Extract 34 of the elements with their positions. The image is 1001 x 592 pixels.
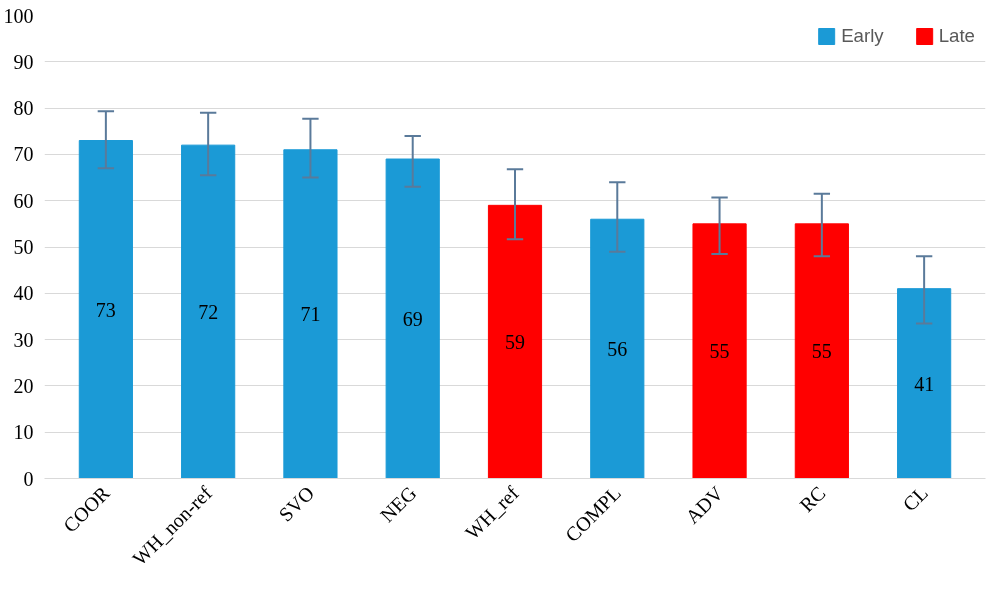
y-tick-label: 10: [13, 421, 34, 444]
y-tick-label: 50: [13, 236, 34, 258]
bar: [590, 218, 645, 479]
y-tick-label: 40: [13, 282, 34, 305]
bar: [78, 140, 133, 479]
data-label: 59: [505, 330, 525, 353]
legend-label: Early: [841, 25, 884, 47]
x-tick-label: CL: [898, 481, 932, 516]
data-label: 69: [402, 307, 423, 330]
data-label: 56: [607, 337, 628, 360]
y-tick-label: 70: [13, 143, 34, 166]
y-tick-label: 20: [13, 374, 34, 397]
bar: [283, 149, 338, 479]
bar: [385, 158, 440, 479]
y-tick-label: 30: [13, 328, 34, 351]
y-tick-label: 80: [13, 97, 34, 120]
data-label: 55: [811, 340, 832, 363]
data-label: 71: [300, 303, 321, 326]
bar: [794, 223, 849, 479]
x-tick-label: RC: [795, 481, 830, 517]
data-label: 73: [95, 298, 116, 321]
data-label: 41: [914, 372, 935, 395]
legend-label: Late: [938, 25, 975, 47]
y-tick-label: 100: [3, 4, 34, 27]
x-tick-label: SVO: [274, 481, 319, 526]
bar: [487, 204, 543, 479]
bar: [181, 144, 236, 479]
data-label: 55: [709, 340, 730, 363]
y-tick-label: 90: [13, 50, 34, 73]
bar: [692, 223, 747, 479]
y-tick-label: 60: [13, 189, 34, 212]
bar: [897, 288, 952, 479]
data-label: 72: [198, 300, 219, 323]
y-tick-label: 0: [23, 467, 34, 490]
